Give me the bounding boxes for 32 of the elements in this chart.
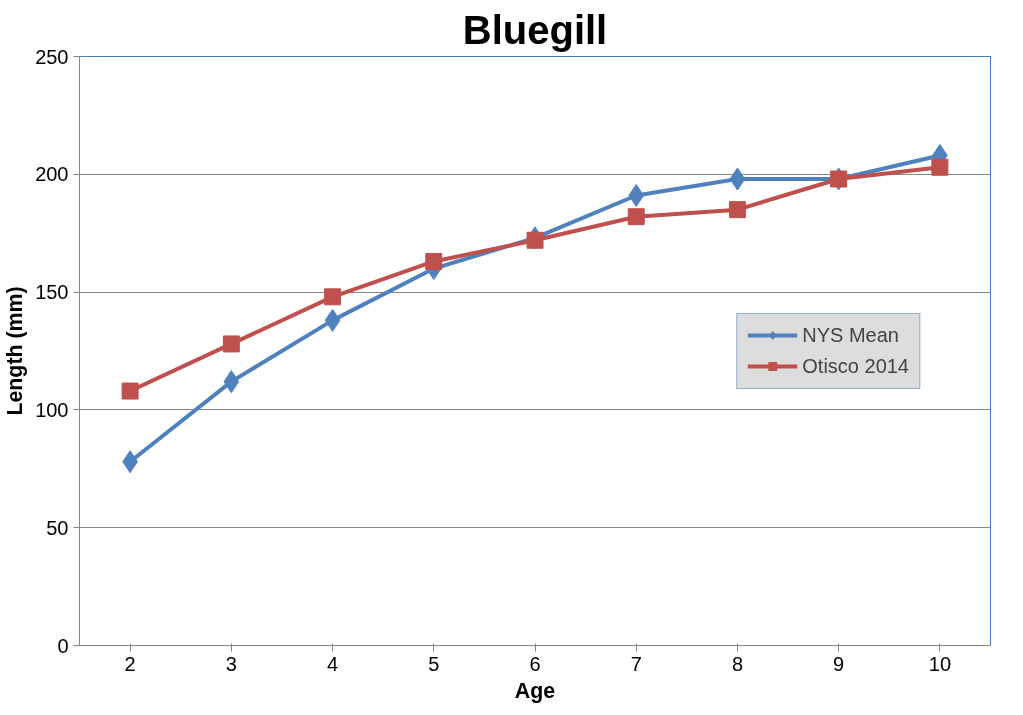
x-tick-label: 6 [529,652,541,675]
y-tick-label: 100 [35,398,69,421]
chart-title: Bluegill [462,7,608,52]
legend-label: Otisco 2014 [802,354,909,378]
point [324,308,341,332]
x-tick-label: 7 [630,652,642,675]
point [526,231,544,249]
y-tick-label: 50 [46,516,69,539]
point [324,288,342,306]
legend-label: NYS Mean [802,323,899,347]
x-tick-label: 3 [225,652,237,675]
point [728,201,746,219]
x-tick-label: 2 [124,652,136,675]
point [121,382,139,400]
y-tick-label: 200 [35,163,69,186]
point [223,370,240,394]
y-axis-title: Length (mm) [3,286,28,416]
x-axis-title: Age [514,678,556,703]
x-tick-label: 10 [928,652,952,675]
point [627,208,645,226]
y-tick-label: 0 [57,634,69,657]
y-tick-label: 250 [35,45,69,68]
x-tick-label: 9 [833,652,845,675]
point [931,158,949,176]
x-tick-label: 8 [731,652,744,675]
point [425,252,443,270]
x-tick-label: 4 [326,652,339,675]
point [628,184,645,207]
y-tick-label: 150 [35,281,69,304]
point [729,167,746,191]
point [222,335,240,353]
x-tick-label: 5 [428,652,440,675]
